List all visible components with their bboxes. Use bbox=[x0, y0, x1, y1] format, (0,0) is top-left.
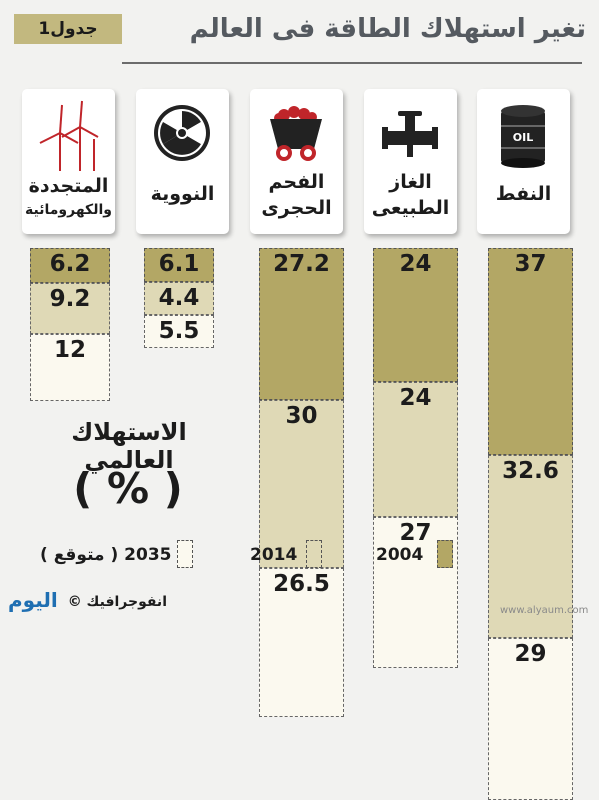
legend-label-2004: 2004 bbox=[376, 545, 424, 565]
value-cell-1-2014: 24 bbox=[373, 382, 458, 517]
page-title: تغير استهلاك الطاقة فى العالم bbox=[189, 14, 586, 44]
unit-label: ( % ) bbox=[73, 464, 183, 513]
card-coal-label-line1: الفحم bbox=[268, 171, 325, 193]
value-cell-3-2035: 5.5 bbox=[144, 315, 214, 349]
value-cell-0-2014: 32.6 bbox=[488, 455, 573, 638]
card-nuclear-label-line1: النووية bbox=[150, 183, 215, 205]
card-nuclear: النووية bbox=[136, 89, 229, 234]
card-gas-label: الغاز الطبيعى bbox=[364, 169, 457, 221]
value-cell-1-2004: 24 bbox=[373, 248, 458, 383]
card-oil-label: النفط bbox=[477, 181, 570, 207]
value-cell-4-2014: 9.2 bbox=[30, 282, 110, 335]
legend-label-2014: 2014 bbox=[250, 545, 298, 565]
coal-cart-icon bbox=[270, 106, 322, 161]
value-cell-3-2014: 4.4 bbox=[144, 282, 214, 316]
legend-swatch-2035 bbox=[177, 540, 193, 568]
value-cell-3-2004: 6.1 bbox=[144, 248, 214, 283]
card-oil: OIL النفط bbox=[477, 89, 570, 234]
brand-logo: اليوم bbox=[8, 588, 58, 612]
card-gas-label-line1: الغاز bbox=[389, 171, 432, 193]
legend-label-2035: 2035 ( متوقع ) bbox=[40, 545, 172, 565]
value-cell-0-2004: 37 bbox=[488, 248, 573, 456]
value-cell-0-2035: 29 bbox=[488, 637, 573, 800]
card-nuclear-label: النووية bbox=[136, 181, 229, 207]
value-cell-2-2004: 27.2 bbox=[259, 248, 344, 401]
table-number-badge: جدول1 bbox=[14, 14, 122, 44]
value-cell-4-2035: 12 bbox=[30, 334, 110, 402]
legend-swatch-2014 bbox=[306, 540, 322, 568]
title-divider bbox=[122, 62, 582, 64]
card-coal-label: الفحم الحجرى bbox=[250, 169, 343, 221]
value-cell-2-2014: 30 bbox=[259, 400, 344, 569]
legend-swatch-2004 bbox=[437, 540, 453, 568]
chart-subtitle: الاستهلاك العالمي bbox=[71, 418, 187, 474]
card-gas-label-line2: الطبيعى bbox=[371, 197, 450, 219]
card-renewable-label-line2: والكهرومائية bbox=[25, 202, 112, 218]
svg-text:OIL: OIL bbox=[513, 131, 533, 144]
card-coal-label-line2: الحجرى bbox=[261, 197, 332, 219]
card-renewable-label: المتجددة والكهرومائية bbox=[22, 173, 115, 221]
card-oil-label-line1: النفط bbox=[495, 183, 552, 205]
wind-turbine-icon bbox=[39, 100, 99, 171]
value-cell-2-2035: 26.5 bbox=[259, 568, 344, 717]
infographic-credit: انفوجرافيك © bbox=[67, 594, 167, 610]
value-cell-4-2004: 6.2 bbox=[30, 248, 110, 283]
card-coal: الفحم الحجرى bbox=[250, 89, 343, 234]
card-renewable-label-line1: المتجددة bbox=[28, 175, 109, 197]
gas-pipe-icon bbox=[382, 111, 438, 157]
oil-barrel-icon: OIL bbox=[501, 105, 545, 168]
site-watermark: www.alyaum.com bbox=[500, 605, 589, 616]
card-gas: الغاز الطبيعى bbox=[364, 89, 457, 234]
card-renewable: المتجددة والكهرومائية bbox=[22, 89, 115, 234]
nuclear-icon bbox=[154, 105, 210, 161]
